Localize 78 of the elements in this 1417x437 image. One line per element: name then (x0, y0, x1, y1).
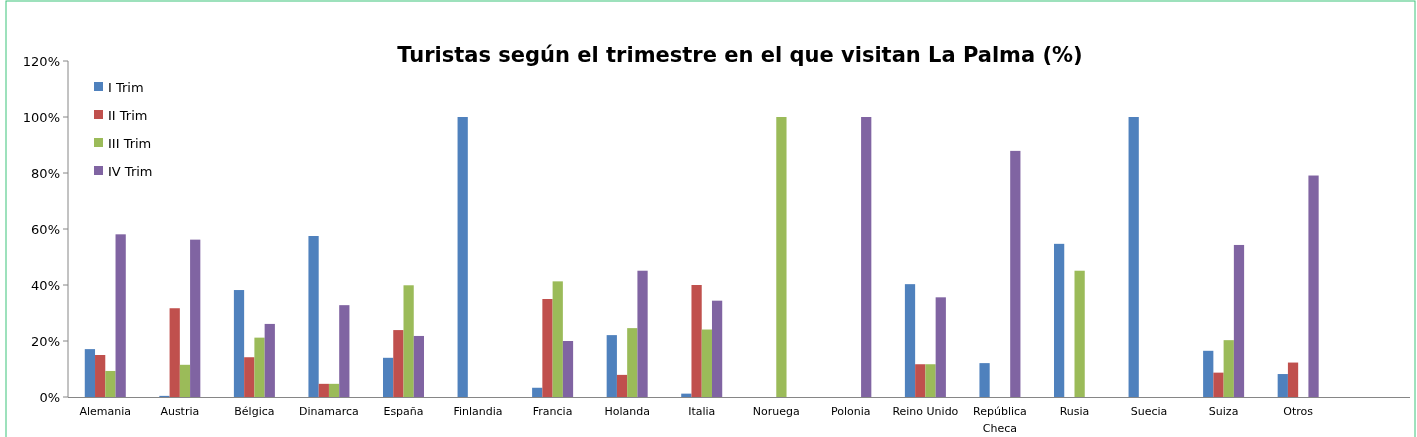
x-tick-label: Bélgica (234, 405, 275, 418)
bar (254, 337, 265, 397)
bar (616, 374, 628, 397)
bar (904, 284, 916, 397)
bar (328, 383, 340, 397)
bar (532, 387, 543, 397)
x-tick-label: Italia (688, 405, 716, 418)
bar (637, 270, 648, 397)
bar (95, 355, 106, 397)
bar (403, 285, 414, 397)
x-tick-label: Reino Unido (892, 405, 959, 418)
bar (1233, 244, 1245, 397)
legend-label: III Trim (108, 135, 152, 151)
bar (915, 364, 926, 397)
bar (562, 341, 574, 397)
bar (552, 281, 563, 397)
x-tick-label: Suecia (1130, 405, 1168, 418)
bar (691, 285, 702, 397)
bar (1054, 243, 1065, 397)
y-tick-label: 60% (31, 221, 60, 237)
x-tick-label: Dinamarca (299, 405, 359, 418)
bar (413, 335, 424, 397)
legend-label: IV Trim (108, 163, 153, 179)
bar (925, 364, 936, 397)
bar (1213, 372, 1224, 397)
x-tick-label: Polonia (831, 405, 871, 418)
chart-title: Turistas según el trimestre en el que visitan La Palma (%) (397, 43, 1083, 67)
bar (542, 299, 553, 397)
bar (861, 117, 872, 397)
x-tick-label: República Checa (973, 405, 1027, 435)
legend-label: I Trim (108, 79, 144, 95)
y-tick-label: 20% (31, 333, 60, 349)
x-tick-label: Suiza (1208, 405, 1239, 418)
bar (1308, 175, 1319, 397)
bar (711, 300, 723, 397)
bar (84, 349, 96, 397)
bar (606, 335, 617, 397)
bar (169, 308, 180, 397)
bar (1203, 350, 1214, 397)
bar (383, 357, 394, 397)
bar (105, 370, 116, 397)
bar (1010, 150, 1021, 397)
x-tick-label: Austria (160, 405, 200, 418)
y-tick-label: 80% (31, 165, 60, 181)
x-tick-label: Alemania (79, 405, 132, 418)
x-tick-label: Holanda (604, 405, 650, 418)
bar (1223, 340, 1234, 397)
bar (318, 383, 329, 397)
bar (457, 117, 468, 397)
x-tick-label: Finlandia (453, 405, 503, 418)
bar (190, 239, 201, 397)
bar (339, 305, 350, 397)
bar (979, 363, 990, 397)
bar (115, 234, 126, 397)
y-tick-label: 40% (31, 277, 60, 293)
bar (776, 117, 787, 397)
x-tick-label: España (383, 405, 424, 418)
y-tick-label: 0% (39, 389, 60, 405)
bar (1074, 270, 1085, 397)
bar (627, 328, 638, 397)
y-tick-label: 120% (22, 53, 60, 69)
bar (308, 236, 319, 397)
bar (393, 330, 404, 397)
bar (1287, 362, 1299, 397)
x-tick-label: Otros (1283, 405, 1314, 418)
bar (1277, 374, 1288, 397)
bar (244, 357, 255, 397)
legend-label: II Trim (108, 107, 148, 123)
bar (264, 323, 275, 397)
x-tick-label: Noruega (752, 405, 800, 418)
x-tick-label: Rusia (1059, 405, 1090, 418)
bar (935, 297, 946, 397)
bar (701, 329, 712, 397)
x-tick-label: Francia (532, 405, 573, 418)
bar (233, 290, 245, 397)
bar (179, 364, 191, 397)
y-tick-label: 100% (22, 109, 60, 125)
bar (1128, 117, 1139, 397)
